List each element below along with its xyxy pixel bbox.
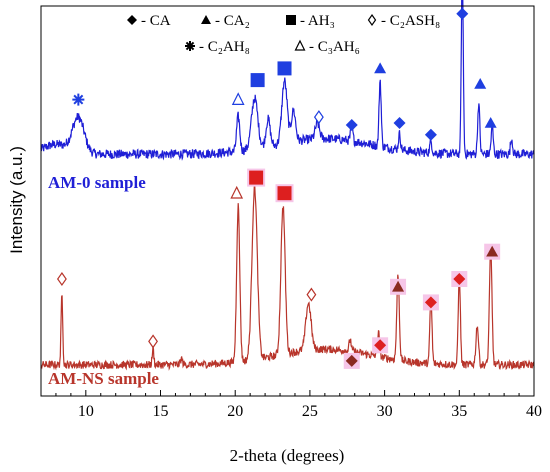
marker-amns-open-diamond	[306, 287, 317, 302]
legend-label: - C₂AH₈	[199, 39, 250, 55]
marker-am0-diamond	[424, 128, 437, 141]
marker-amns-diamond	[424, 296, 437, 309]
marker-am0-diamond	[456, 7, 469, 20]
legend-symbol-square	[286, 15, 296, 25]
marker-amns-square	[277, 186, 292, 201]
x-tick-label: 10	[78, 403, 94, 420]
plot-frame	[40, 5, 535, 397]
legend-symbol-triangle	[201, 15, 211, 24]
x-tick-label: 35	[451, 403, 467, 420]
x-tick-label: 15	[153, 403, 169, 420]
legend-entry: - CA₂	[201, 13, 250, 29]
marker-amns-open-diamond	[56, 271, 67, 287]
marker-am0-triangle	[374, 62, 387, 74]
legend-symbol-diamond	[127, 15, 137, 25]
legend-entry: - C₃AH₆	[294, 39, 360, 55]
marker-am0-square	[250, 73, 265, 88]
marker-amns-open-diamond	[148, 334, 158, 349]
marker-am0-square	[277, 61, 292, 76]
series-layer	[40, 0, 535, 371]
legend-label: - C₂ASH₈	[381, 13, 440, 29]
x-tick-label: 40	[526, 403, 542, 420]
marker-am0-diamond	[345, 118, 358, 131]
marker-am0-triangle	[474, 78, 487, 89]
marker-am0-triangle	[484, 117, 497, 128]
legend-entry: - AH₃	[286, 13, 335, 29]
legend: - CA - CA₂ - AH₃ - C₂ASH₈ - C₂AH₈ - C₃AH₆	[127, 13, 440, 55]
legend-label: - AH₃	[300, 13, 335, 29]
series-label-am0: AM-0 sample	[48, 173, 146, 192]
marker-amns-triangle	[392, 280, 405, 292]
marker-am0-open-triangle	[231, 92, 245, 106]
marker-am0-asterisk	[72, 93, 85, 106]
marker-amns-square	[249, 170, 264, 185]
marker-amns-diamond	[374, 339, 387, 352]
legend-symbol-open-diamond	[367, 13, 377, 27]
y-axis-title: Intensity (a.u.)	[7, 146, 26, 254]
legend-label: - CA₂	[215, 13, 250, 29]
legend-entry: - CA	[127, 13, 171, 29]
legend-label: - CA	[141, 13, 171, 29]
x-axis-title: 2-theta (degrees)	[230, 446, 345, 465]
marker-amns-open-triangle	[230, 185, 244, 199]
x-tick-label: 30	[377, 403, 393, 420]
marker-am0-diamond	[393, 117, 406, 129]
marker-amns-diamond	[345, 354, 358, 367]
legend-entry: - C₂ASH₈	[367, 13, 440, 29]
marker-layer	[56, 7, 501, 369]
series-line-am0	[40, 0, 535, 161]
plot-area	[40, 0, 535, 397]
marker-amns-diamond	[453, 273, 466, 285]
x-axis: 10 15 20 25 30 35 40	[55, 390, 542, 420]
legend-entry: - C₂AH₈	[185, 39, 250, 55]
marker-am0-open-diamond	[313, 110, 324, 125]
legend-label: - C₃AH₆	[309, 39, 360, 55]
series-label-amns: AM-NS sample	[48, 369, 159, 388]
legend-symbol-open-triangle	[294, 39, 306, 51]
series-line-amns	[40, 185, 535, 371]
legend-symbol-asterisk	[185, 41, 195, 51]
x-tick-label: 25	[302, 403, 318, 420]
marker-amns-triangle	[486, 245, 499, 257]
x-tick-label: 20	[227, 403, 243, 420]
